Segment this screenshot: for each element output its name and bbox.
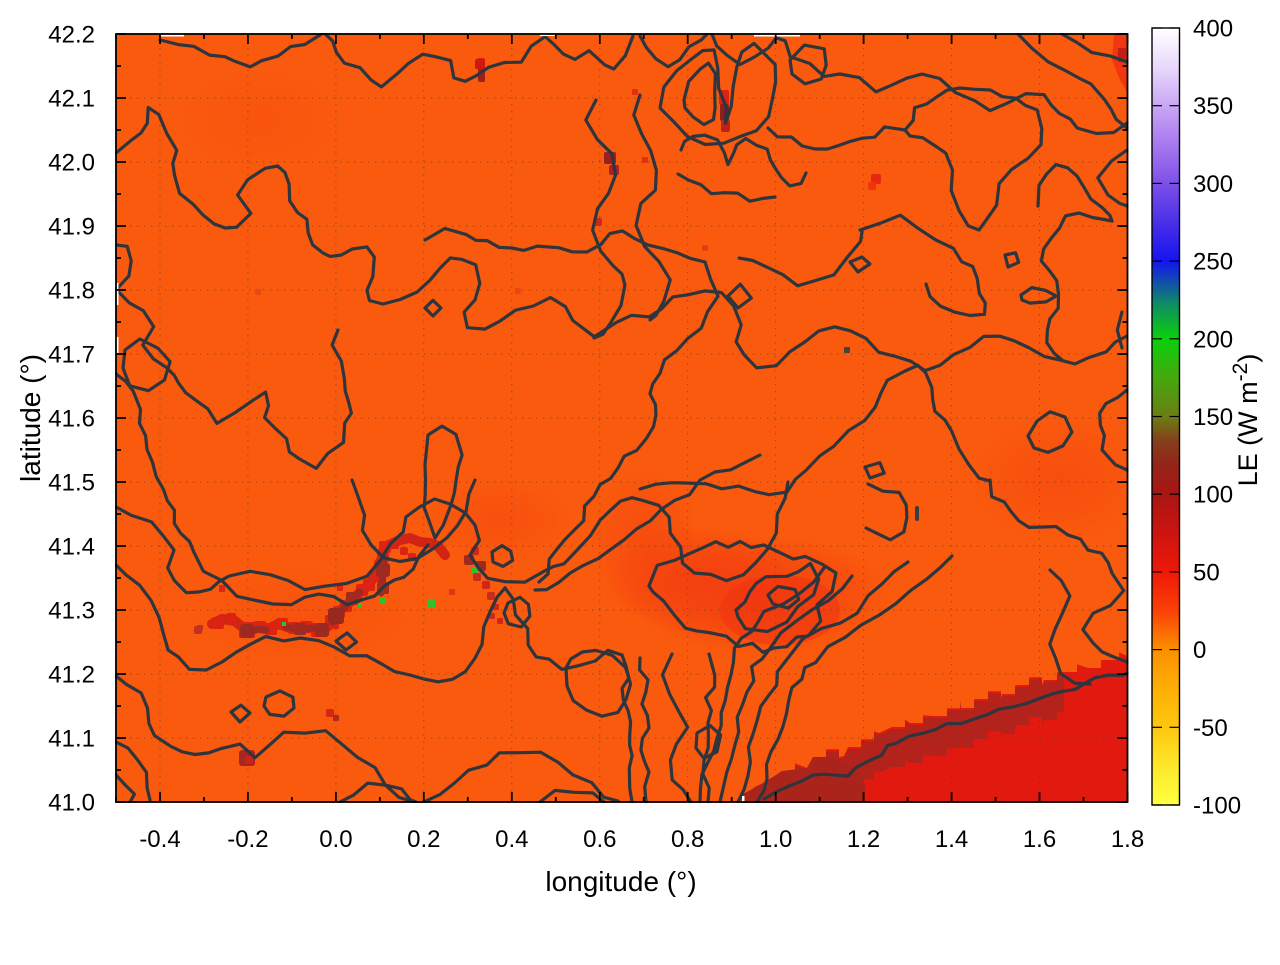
svg-text:41.2: 41.2 <box>48 662 95 689</box>
svg-text:41.3: 41.3 <box>48 598 95 625</box>
svg-text:400: 400 <box>1193 16 1233 43</box>
svg-text:41.0: 41.0 <box>48 790 95 817</box>
svg-text:41.6: 41.6 <box>48 406 95 433</box>
svg-text:0.4: 0.4 <box>495 826 528 853</box>
svg-text:150: 150 <box>1193 404 1233 431</box>
svg-text:300: 300 <box>1193 171 1233 198</box>
svg-text:-50: -50 <box>1193 715 1228 742</box>
svg-text:0.0: 0.0 <box>319 826 352 853</box>
svg-text:0.2: 0.2 <box>407 826 440 853</box>
svg-text:350: 350 <box>1193 93 1233 120</box>
svg-text:latitude (°): latitude (°) <box>15 354 46 482</box>
svg-text:0.6: 0.6 <box>583 826 616 853</box>
svg-text:1.8: 1.8 <box>1111 826 1144 853</box>
svg-text:200: 200 <box>1193 326 1233 353</box>
svg-text:41.7: 41.7 <box>48 342 95 369</box>
svg-text:-100: -100 <box>1193 793 1241 820</box>
svg-text:41.5: 41.5 <box>48 470 95 497</box>
svg-text:0: 0 <box>1193 637 1206 664</box>
svg-text:42.1: 42.1 <box>48 86 95 113</box>
svg-text:1.2: 1.2 <box>847 826 880 853</box>
svg-text:250: 250 <box>1193 249 1233 276</box>
svg-text:100: 100 <box>1193 482 1233 509</box>
svg-text:42.0: 42.0 <box>48 150 95 177</box>
svg-text:41.9: 41.9 <box>48 214 95 241</box>
svg-text:1.4: 1.4 <box>935 826 968 853</box>
svg-text:41.4: 41.4 <box>48 534 95 561</box>
svg-text:0.8: 0.8 <box>671 826 704 853</box>
svg-text:41.8: 41.8 <box>48 278 95 305</box>
svg-text:1.6: 1.6 <box>1023 826 1056 853</box>
svg-text:42.2: 42.2 <box>48 22 95 49</box>
svg-text:50: 50 <box>1193 559 1220 586</box>
svg-text:-0.2: -0.2 <box>227 826 268 853</box>
svg-text:-0.4: -0.4 <box>139 826 180 853</box>
svg-text:41.1: 41.1 <box>48 726 95 753</box>
svg-text:longitude (°): longitude (°) <box>545 866 696 897</box>
svg-text:1.0: 1.0 <box>759 826 792 853</box>
